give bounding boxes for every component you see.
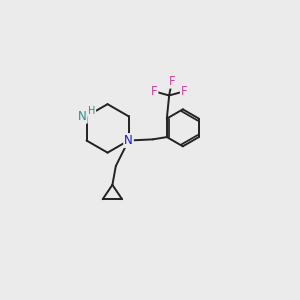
Text: N: N: [124, 134, 133, 147]
Text: N: N: [78, 110, 87, 123]
Text: F: F: [169, 75, 175, 88]
Text: F: F: [151, 85, 158, 98]
Text: F: F: [181, 85, 188, 98]
Text: H: H: [88, 106, 95, 116]
